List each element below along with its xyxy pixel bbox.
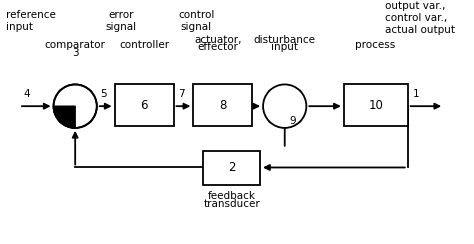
Text: 9: 9	[290, 116, 296, 126]
Text: 1: 1	[413, 89, 419, 99]
Text: 10: 10	[368, 99, 383, 112]
Ellipse shape	[263, 84, 306, 128]
Text: feedback: feedback	[208, 191, 255, 201]
Text: 4: 4	[23, 89, 30, 99]
Polygon shape	[54, 106, 75, 128]
Text: comparator: comparator	[45, 40, 106, 50]
Text: input: input	[271, 42, 298, 52]
Text: reference
input: reference input	[6, 10, 56, 32]
Bar	[344, 84, 408, 126]
Text: 8: 8	[219, 99, 227, 112]
Text: output var.,
control var.,
actual output: output var., control var., actual output	[385, 1, 455, 35]
Bar	[193, 84, 252, 126]
Text: 2: 2	[228, 162, 236, 174]
Bar	[115, 84, 173, 126]
Text: effector: effector	[197, 42, 238, 52]
Text: process: process	[355, 40, 395, 50]
Text: 3: 3	[72, 48, 79, 58]
Text: disturbance: disturbance	[254, 35, 316, 45]
Text: 7: 7	[179, 89, 185, 99]
Text: 6: 6	[140, 99, 148, 112]
Text: control
signal: control signal	[178, 10, 214, 32]
Text: transducer: transducer	[203, 199, 260, 209]
Text: 5: 5	[100, 89, 106, 99]
Text: error
signal: error signal	[106, 10, 137, 32]
Ellipse shape	[54, 84, 97, 128]
Text: controller: controller	[119, 40, 169, 50]
Text: actuator,: actuator,	[194, 35, 242, 45]
Bar	[203, 151, 260, 185]
